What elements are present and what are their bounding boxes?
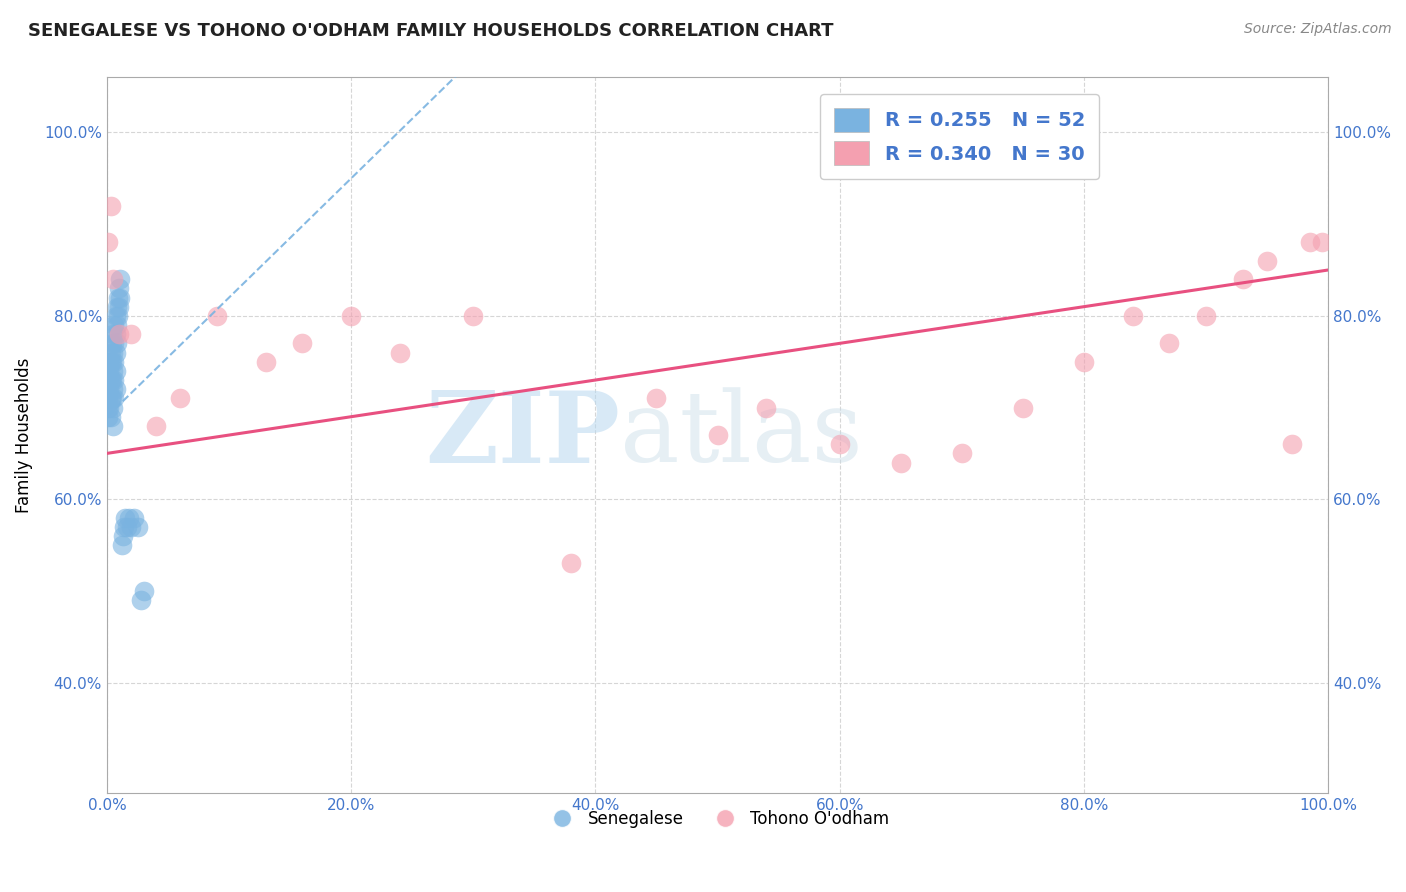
Point	[101, 354, 124, 368]
Point	[755, 401, 778, 415]
Point	[108, 281, 131, 295]
Point	[111, 529, 134, 543]
Point	[104, 382, 127, 396]
Point	[1195, 309, 1218, 323]
Point	[101, 392, 124, 406]
Point	[108, 300, 131, 314]
Point	[97, 409, 120, 424]
Point	[254, 354, 277, 368]
Point	[104, 364, 127, 378]
Point	[107, 309, 129, 323]
Point	[101, 336, 124, 351]
Point	[114, 510, 136, 524]
Point	[100, 199, 122, 213]
Point	[169, 392, 191, 406]
Point	[463, 309, 485, 323]
Point	[132, 583, 155, 598]
Point	[1232, 272, 1254, 286]
Point	[103, 354, 125, 368]
Point	[104, 327, 127, 342]
Point	[97, 392, 120, 406]
Point	[291, 336, 314, 351]
Point	[105, 336, 128, 351]
Point	[1281, 437, 1303, 451]
Point	[103, 373, 125, 387]
Point	[97, 401, 120, 415]
Point	[100, 354, 122, 368]
Point	[122, 510, 145, 524]
Point	[120, 520, 142, 534]
Point	[1073, 354, 1095, 368]
Point	[111, 538, 134, 552]
Point	[890, 456, 912, 470]
Point	[101, 373, 124, 387]
Point	[101, 345, 124, 359]
Point	[120, 327, 142, 342]
Point	[100, 392, 122, 406]
Point	[100, 409, 122, 424]
Point	[118, 510, 141, 524]
Point	[108, 327, 131, 342]
Point	[828, 437, 851, 451]
Point	[1122, 309, 1144, 323]
Point	[110, 291, 132, 305]
Text: atlas: atlas	[620, 387, 863, 483]
Point	[104, 345, 127, 359]
Text: Source: ZipAtlas.com: Source: ZipAtlas.com	[1244, 22, 1392, 37]
Point	[103, 392, 125, 406]
Point	[103, 336, 125, 351]
Text: ZIP: ZIP	[425, 386, 620, 483]
Point	[1310, 235, 1333, 250]
Point	[1011, 401, 1033, 415]
Point	[105, 318, 128, 332]
Point	[112, 520, 135, 534]
Point	[104, 309, 127, 323]
Point	[1299, 235, 1322, 250]
Point	[98, 382, 121, 396]
Point	[950, 446, 973, 460]
Point	[107, 291, 129, 305]
Point	[340, 309, 363, 323]
Point	[101, 382, 124, 396]
Point	[101, 418, 124, 433]
Text: SENEGALESE VS TOHONO O'ODHAM FAMILY HOUSEHOLDS CORRELATION CHART: SENEGALESE VS TOHONO O'ODHAM FAMILY HOUS…	[28, 22, 834, 40]
Point	[706, 428, 728, 442]
Point	[115, 520, 138, 534]
Point	[145, 418, 167, 433]
Point	[100, 373, 122, 387]
Point	[103, 318, 125, 332]
Point	[98, 401, 121, 415]
Point	[110, 272, 132, 286]
Point	[205, 309, 228, 323]
Point	[105, 300, 128, 314]
Point	[98, 364, 121, 378]
Point	[97, 235, 120, 250]
Point	[127, 520, 149, 534]
Point	[101, 364, 124, 378]
Point	[98, 354, 121, 368]
Point	[101, 401, 124, 415]
Point	[560, 557, 582, 571]
Point	[101, 327, 124, 342]
Point	[389, 345, 412, 359]
Point	[1256, 253, 1278, 268]
Point	[1159, 336, 1181, 351]
Point	[100, 345, 122, 359]
Point	[645, 392, 668, 406]
Y-axis label: Family Households: Family Households	[15, 358, 32, 513]
Legend: Senegalese, Tohono O'odham: Senegalese, Tohono O'odham	[538, 803, 896, 834]
Point	[129, 593, 152, 607]
Point	[101, 272, 124, 286]
